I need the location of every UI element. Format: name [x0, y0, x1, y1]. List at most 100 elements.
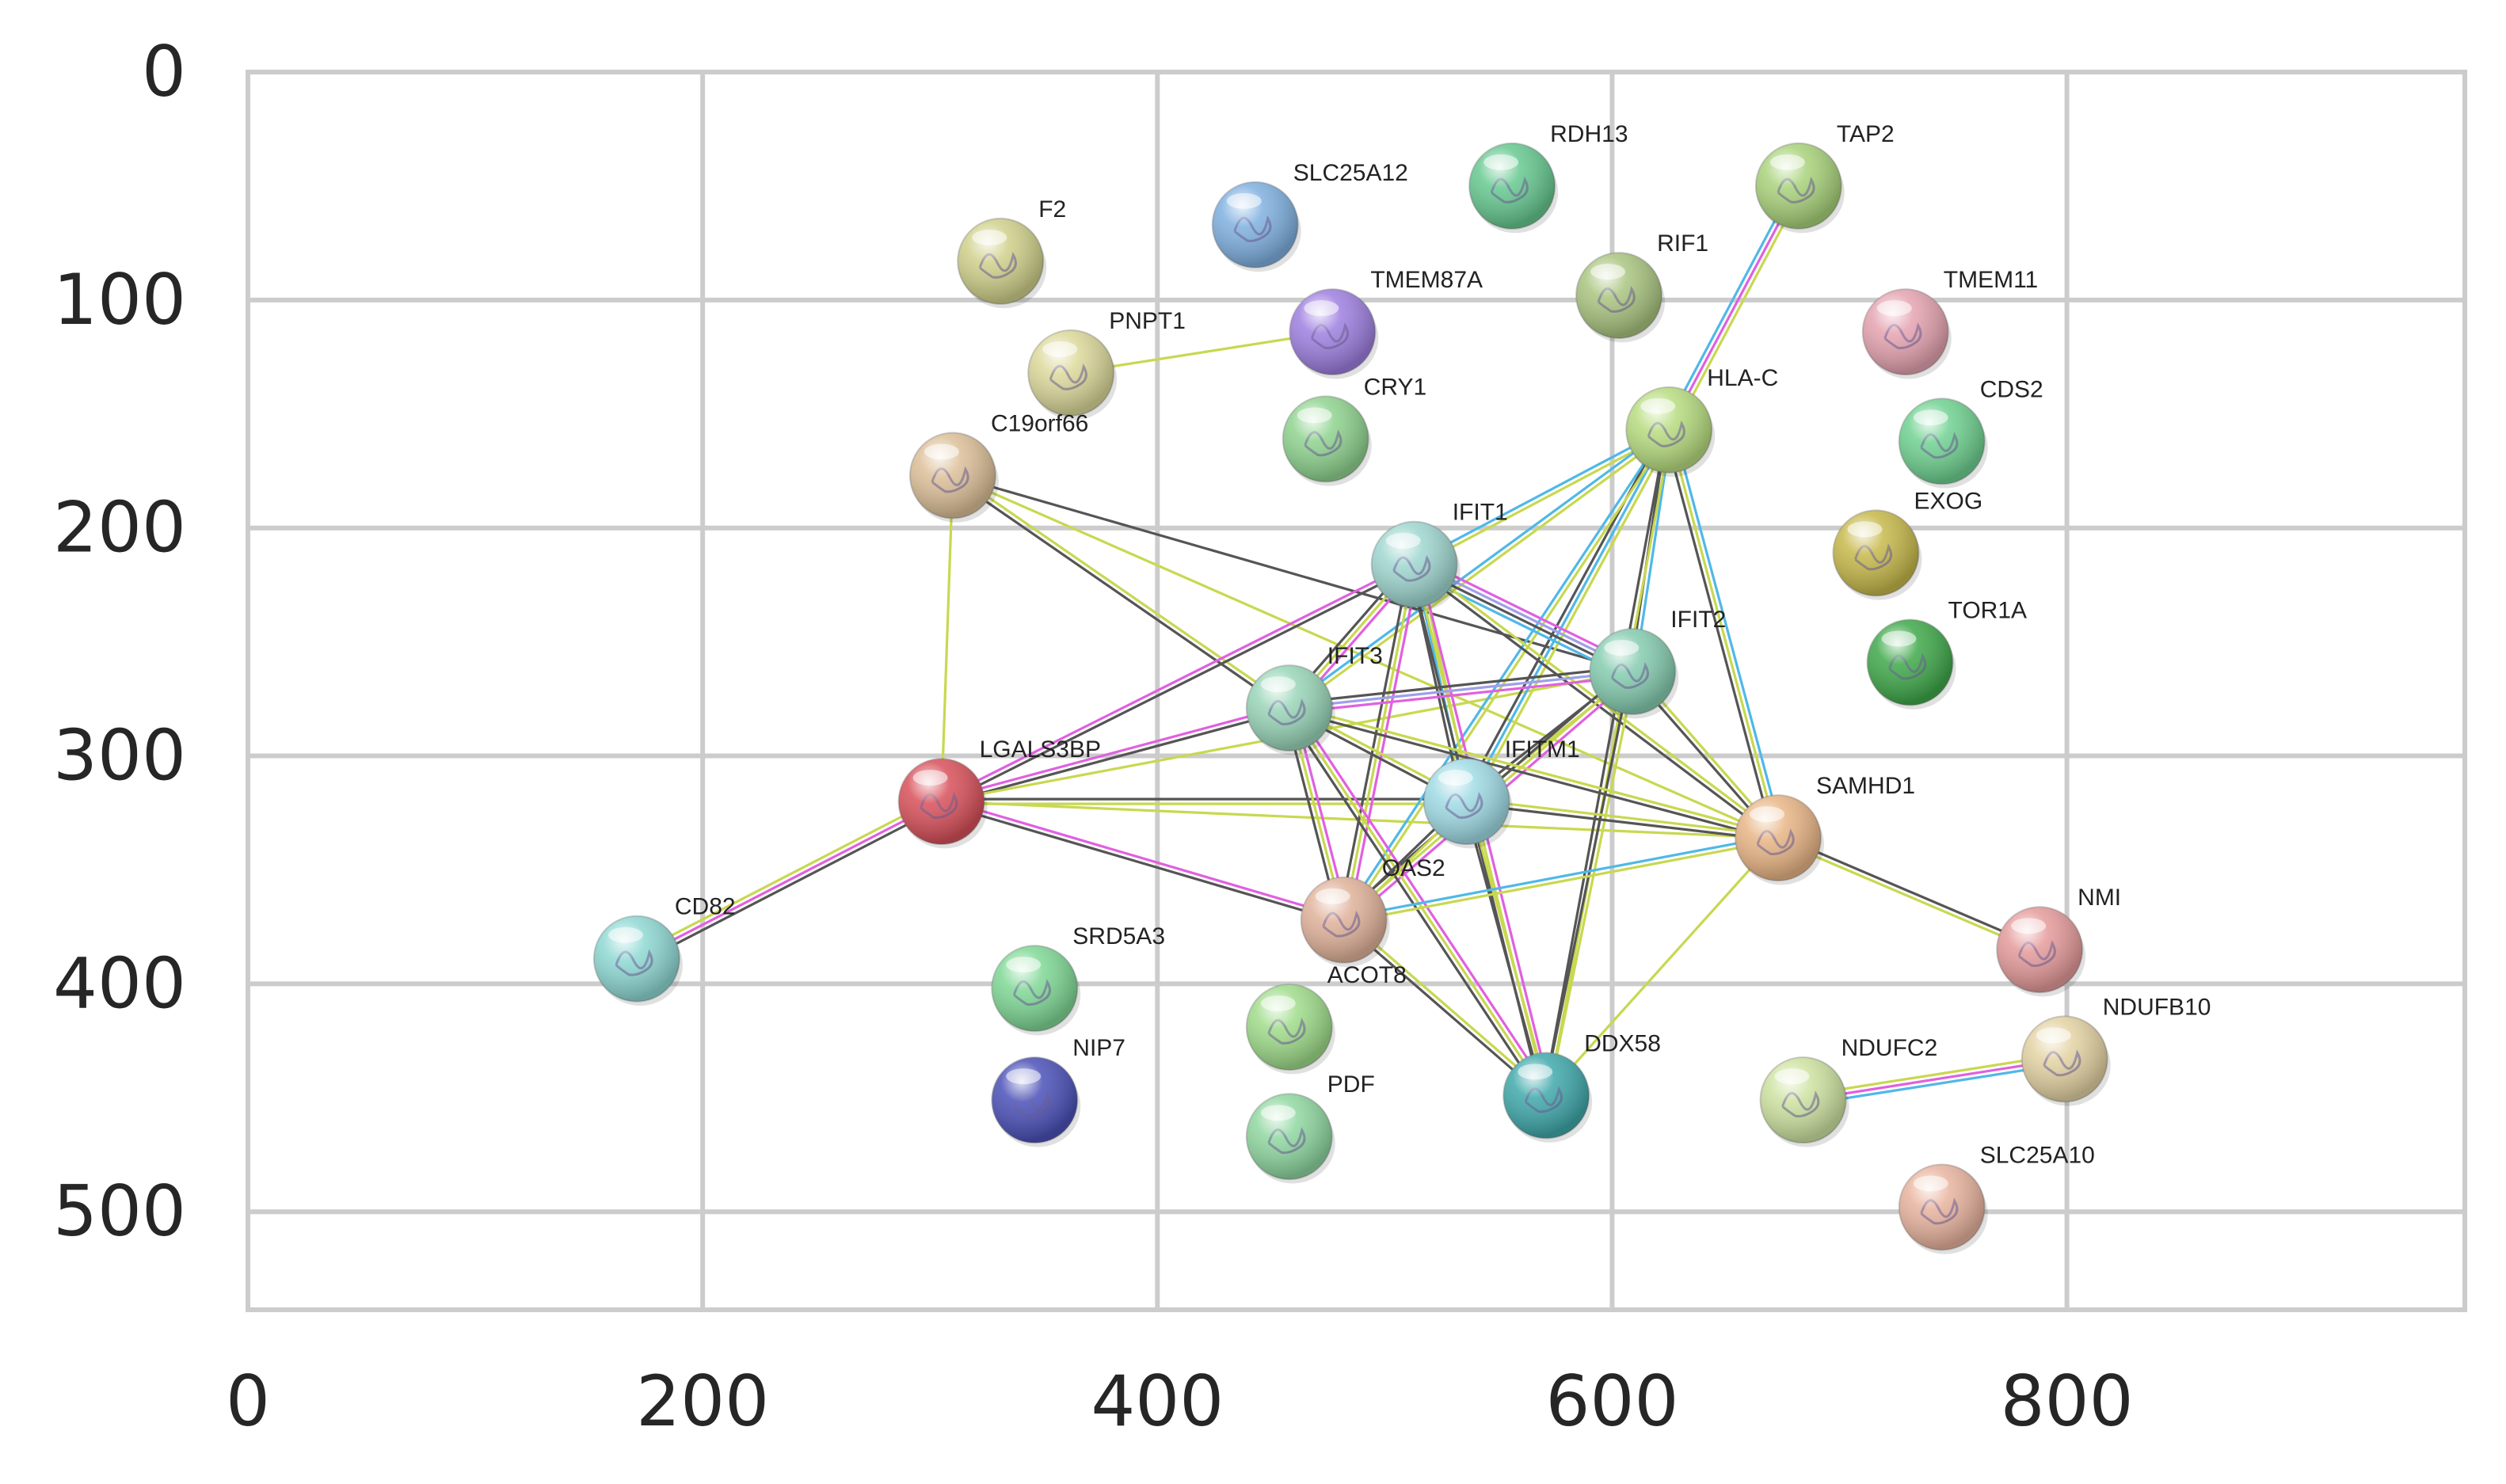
node-label: NDUFB10: [2103, 994, 2211, 1020]
node-gloss: [1997, 907, 2083, 993]
edge-lgals3bp-ifit1: [939, 561, 1415, 801]
node-ifit2[interactable]: IFIT2: [1589, 607, 1726, 719]
node-oas2[interactable]: OAS2: [1300, 855, 1445, 968]
edge-c19orf66-ifit3: [950, 476, 1289, 712]
node-label: DDX58: [1584, 1030, 1661, 1056]
node-ddx58[interactable]: DDX58: [1502, 1030, 1661, 1143]
node-gloss: [1899, 398, 1985, 485]
node-label: HLA-C: [1707, 365, 1778, 391]
node-srd5a3[interactable]: SRD5A3: [991, 923, 1165, 1036]
edge-samhd1-nmi: [1776, 839, 2040, 953]
edge-c19orf66-ifit3: [953, 472, 1293, 708]
node-gloss: [1576, 253, 1662, 339]
edge-hla-c-ifit1: [1411, 426, 1670, 564]
node-label: CDS2: [1980, 376, 2043, 402]
node-nip7[interactable]: NIP7: [991, 1035, 1125, 1147]
node-highlight: [1260, 995, 1296, 1012]
node-label: TMEM11: [1944, 267, 2038, 293]
node-tap2[interactable]: TAP2: [1754, 121, 1895, 234]
edge-ifit1-samhd1: [1414, 561, 1781, 838]
y-tick-label: 400: [53, 942, 186, 1024]
network-nodes: F2 SLC25A12 RDH13 TAP2 RIF1 TMEM87A TMEM11 PNPT…: [592, 121, 2211, 1254]
node-label: IFITM1: [1505, 736, 1580, 763]
node-ifitm1[interactable]: IFITM1: [1422, 736, 1580, 849]
edge-tap2-hla-c: [1667, 185, 1800, 432]
node-highlight: [2011, 918, 2047, 934]
node-gloss: [1246, 984, 1332, 1071]
node-tmem87a[interactable]: TMEM87A: [1289, 267, 1483, 379]
node-highlight: [607, 927, 643, 943]
edge-ifit3-ddx58: [1288, 706, 1548, 1098]
node-highlight: [1297, 407, 1332, 424]
edge-ifit2-ifit3: [1287, 665, 1634, 705]
node-nmi[interactable]: NMI: [1996, 885, 2121, 997]
node-highlight: [1006, 1068, 1042, 1085]
node-cry1[interactable]: CRY1: [1282, 374, 1426, 486]
y-tick-label: 100: [53, 259, 186, 341]
node-label: NDUFC2: [1841, 1035, 1938, 1061]
node-ndufc2[interactable]: NDUFC2: [1759, 1035, 1938, 1147]
node-highlight: [1226, 192, 1262, 209]
edge-hla-c-ifitm1: [1469, 431, 1675, 805]
y-axis-ticks: 0 100 200 300 400 500: [53, 31, 186, 1252]
node-rif1[interactable]: RIF1: [1575, 230, 1708, 343]
node-cds2[interactable]: CDS2: [1898, 376, 2043, 489]
node-label: IFIT1: [1453, 500, 1508, 526]
node-gloss: [1862, 289, 1948, 375]
edge-oas2-samhd1: [1342, 834, 1780, 919]
node-hla-c[interactable]: HLA-C: [1625, 365, 1778, 478]
edge-lgals3bp-ifit3: [940, 709, 1292, 805]
node-gloss: [1282, 396, 1369, 482]
edge-lgals3bp-ifit3: [939, 704, 1290, 801]
node-label: C19orf66: [991, 410, 1088, 436]
node-label: NIP7: [1072, 1035, 1125, 1061]
edge-ifit1-oas2: [1346, 564, 1421, 923]
node-ndufb10[interactable]: NDUFB10: [2020, 994, 2211, 1106]
node-gloss: [1423, 759, 1510, 845]
node-gloss: [1289, 289, 1376, 375]
grid-lines: [246, 70, 2465, 1310]
edge-ifitm1-samhd1: [1465, 797, 1780, 837]
node-acot8[interactable]: ACOT8: [1245, 962, 1407, 1075]
edge-c19orf66-lgals3bp: [939, 474, 954, 803]
node-ifit1[interactable]: IFIT1: [1370, 500, 1508, 612]
node-label: PNPT1: [1109, 308, 1186, 334]
node-tmem11[interactable]: TMEM11: [1861, 267, 2038, 379]
node-ifit3[interactable]: IFIT3: [1245, 643, 1383, 755]
x-tick-label: 800: [2001, 1360, 2134, 1442]
edge-ifit3-samhd1: [1287, 709, 1779, 842]
node-pnpt1[interactable]: PNPT1: [1027, 308, 1186, 420]
node-c19orf66[interactable]: C19orf66: [908, 410, 1088, 523]
node-label: IFIT3: [1327, 643, 1383, 669]
node-gloss: [1028, 329, 1114, 416]
node-f2[interactable]: F2: [957, 196, 1066, 309]
node-highlight: [1042, 341, 1078, 357]
node-highlight: [1913, 409, 1948, 426]
node-gloss: [1735, 795, 1822, 881]
node-label: TOR1A: [1948, 598, 2027, 624]
node-slc25a10[interactable]: SLC25A10: [1898, 1142, 2095, 1254]
node-samhd1[interactable]: SAMHD1: [1735, 773, 1915, 885]
node-label: SLC25A10: [1980, 1142, 2095, 1168]
node-tor1a[interactable]: TOR1A: [1866, 598, 2027, 710]
edge-ifit2-ddx58: [1542, 669, 1632, 1097]
node-label: LGALS3BP: [980, 736, 1101, 763]
node-gloss: [1833, 510, 1919, 596]
node-gloss: [1899, 1164, 1985, 1250]
node-slc25a12[interactable]: SLC25A12: [1211, 160, 1408, 272]
node-pdf[interactable]: PDF: [1245, 1071, 1375, 1184]
node-highlight: [1640, 398, 1676, 414]
node-label: SRD5A3: [1072, 923, 1165, 949]
edge-oas2-ddx58: [1344, 916, 1549, 1095]
y-tick-label: 200: [53, 487, 186, 569]
node-exog[interactable]: EXOG: [1832, 488, 1982, 600]
node-label: OAS2: [1382, 855, 1445, 881]
node-label: TMEM87A: [1370, 267, 1483, 293]
node-rdh13[interactable]: RDH13: [1468, 121, 1628, 234]
x-tick-label: 600: [1545, 1360, 1678, 1442]
edge-lgals3bp-oas2: [939, 802, 1345, 924]
node-cd82[interactable]: CD82: [592, 894, 736, 1006]
x-tick-label: 400: [1091, 1360, 1224, 1442]
node-lgals3bp[interactable]: LGALS3BP: [897, 736, 1101, 849]
node-highlight: [912, 770, 948, 786]
